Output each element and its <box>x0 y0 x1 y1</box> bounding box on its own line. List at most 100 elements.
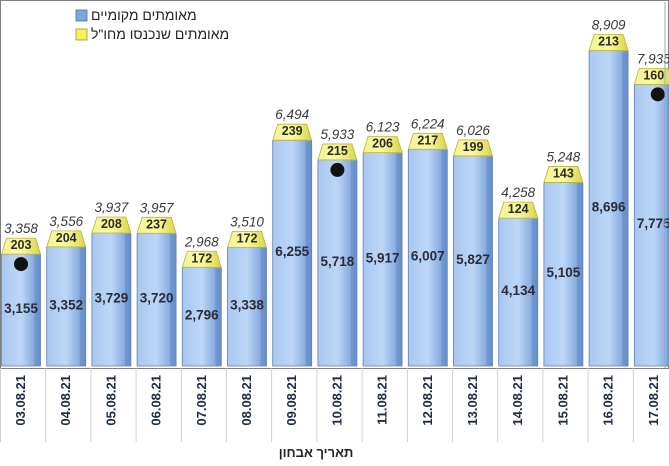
bar-import <box>272 123 313 141</box>
bar-local-shade <box>170 234 177 366</box>
x-tick-label: 08.08.21 <box>239 375 254 426</box>
bar-local-shade <box>79 247 86 366</box>
x-tick-label: 07.08.21 <box>194 375 209 426</box>
x-tick-label: 10.08.21 <box>329 375 344 426</box>
legend-label-local: מאומתים מקומיים <box>91 7 197 23</box>
data-label-total: 3,510 <box>230 214 264 229</box>
data-label-total: 5,248 <box>547 149 581 164</box>
data-label-local: 6,007 <box>411 249 445 264</box>
data-label-import: 124 <box>508 202 529 216</box>
bars-layer <box>0 34 669 367</box>
bar-local-shade <box>486 156 493 366</box>
x-tick-label: 15.08.21 <box>555 375 570 426</box>
bar-import <box>181 250 222 268</box>
data-label-local: 6,255 <box>275 244 309 259</box>
data-label-import: 199 <box>463 140 484 154</box>
bar-local-shade <box>441 150 448 366</box>
marker-dot <box>650 87 665 102</box>
data-label-total: 3,957 <box>140 200 174 215</box>
x-axis-ticks: 03.08.21 04.08.21 05.08.21 06.08.21 07.08.21… <box>0 368 661 442</box>
bar-local-shade <box>34 255 41 366</box>
legend-swatch-import <box>75 28 88 41</box>
bar-local-shade <box>531 219 538 366</box>
x-tick-label: 14.08.21 <box>510 375 525 426</box>
bar-import <box>226 230 268 248</box>
data-label-local: 7,775 <box>637 216 669 231</box>
data-label-import: 160 <box>643 68 664 82</box>
data-label-local: 5,718 <box>321 254 355 269</box>
bar-import <box>46 230 87 248</box>
bar-import <box>452 139 494 157</box>
bar-import <box>498 201 539 219</box>
bar-import <box>317 143 358 161</box>
bar-local-shade <box>124 233 131 366</box>
data-label-total: 3,937 <box>95 200 129 215</box>
bar-local-shade <box>396 153 403 366</box>
data-label-total: 2,968 <box>184 234 219 249</box>
data-label-local: 3,729 <box>95 290 129 305</box>
data-label-total: 8,909 <box>592 18 626 33</box>
x-tick-label: 11.08.21 <box>375 375 390 425</box>
data-label-local: 5,827 <box>456 252 490 267</box>
x-tick-label: 09.08.21 <box>284 375 299 426</box>
marker-dot <box>14 257 28 272</box>
data-label-import: 203 <box>11 238 32 252</box>
data-label-import: 206 <box>372 137 393 151</box>
data-label-import: 237 <box>146 217 167 231</box>
bar-import <box>543 166 584 183</box>
data-label-local: 4,134 <box>501 283 535 298</box>
bar-local-shade <box>622 51 629 367</box>
bar-local-shade <box>215 268 222 366</box>
data-label-local: 5,917 <box>366 250 400 265</box>
x-tick-label: 04.08.21 <box>58 375 73 426</box>
data-label-import: 143 <box>553 166 574 180</box>
labels-layer: 3,155 203 3,358 3,352 204 3,556 3,729 208 3,937 3… <box>4 18 669 323</box>
bar-import <box>136 216 177 234</box>
data-label-total: 6,224 <box>411 116 445 131</box>
data-label-local: 3,352 <box>49 297 83 312</box>
data-label-local: 3,338 <box>230 298 264 313</box>
x-tick-label: 17.08.21 <box>646 375 661 426</box>
bar-import <box>362 136 403 154</box>
bar-local-shade <box>667 85 669 366</box>
legend-label-import: מאומתים שנכנסו מחו"ל <box>91 26 229 42</box>
data-label-import: 204 <box>56 231 77 245</box>
data-label-import: 215 <box>327 144 348 158</box>
data-label-total: 6,494 <box>275 107 309 122</box>
bar-local-shade <box>305 141 312 366</box>
bar-import <box>588 34 629 51</box>
legend: מאומתים מקומיים מאומתים שנכנסו מחו"ל <box>75 7 229 42</box>
data-label-import: 217 <box>417 133 438 147</box>
data-label-import: 239 <box>282 124 303 138</box>
bar-import <box>633 67 669 85</box>
bar-import <box>0 237 42 255</box>
bar-import <box>91 216 132 234</box>
x-tick-label: 06.08.21 <box>149 375 164 426</box>
data-label-total: 6,123 <box>366 120 400 135</box>
data-label-import: 213 <box>598 35 619 49</box>
data-label-local: 2,796 <box>185 308 219 323</box>
data-label-import: 208 <box>101 217 122 231</box>
x-tick-label: 03.08.21 <box>13 375 28 426</box>
marker-dot <box>330 162 345 177</box>
data-label-total: 3,358 <box>4 221 38 236</box>
bar-local-shade <box>260 248 267 366</box>
data-label-total: 4,258 <box>501 185 535 200</box>
data-label-total: 3,556 <box>49 214 83 229</box>
data-label-local: 3,720 <box>140 291 174 306</box>
x-tick-label: 12.08.21 <box>420 375 435 426</box>
data-label-import: 172 <box>191 251 212 265</box>
x-tick-label: 13.08.21 <box>465 375 480 426</box>
legend-swatch-local <box>75 9 88 22</box>
bar-import <box>407 132 448 150</box>
x-tick-label: 05.08.21 <box>103 375 118 426</box>
x-axis-title: תאריך אבחון <box>279 445 354 460</box>
data-label-total: 5,933 <box>321 127 355 142</box>
data-label-local: 5,105 <box>547 265 581 280</box>
bar-local-shade <box>350 160 357 366</box>
data-label-total: 7,935 <box>637 51 669 66</box>
data-label-import: 172 <box>237 231 258 245</box>
x-tick-label: 16.08.21 <box>601 375 616 426</box>
data-label-local: 3,155 <box>4 301 38 316</box>
